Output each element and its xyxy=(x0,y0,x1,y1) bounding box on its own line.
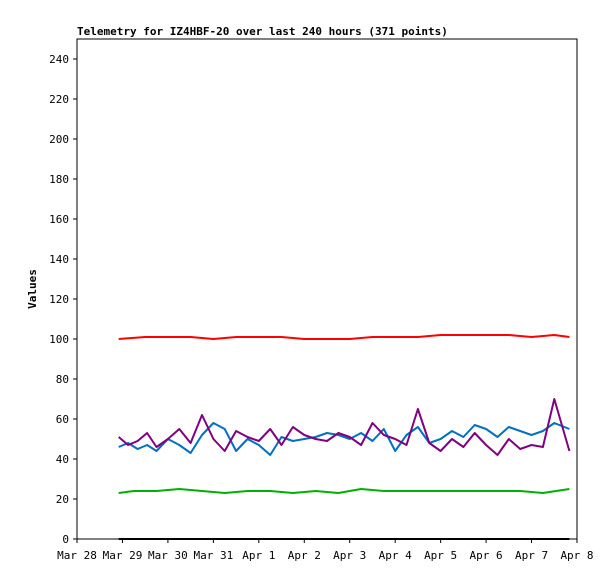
y-axis-label: Values xyxy=(26,269,39,309)
y-tick-label: 240 xyxy=(49,53,69,66)
y-tick-label: 160 xyxy=(49,213,69,226)
y-tick-label: 120 xyxy=(49,293,69,306)
x-tick-label: Mar 28 xyxy=(57,549,97,562)
x-tick-label: Apr 4 xyxy=(379,549,412,562)
x-tick-label: Apr 3 xyxy=(333,549,366,562)
y-tick-label: 180 xyxy=(49,173,69,186)
y-tick-label: 20 xyxy=(56,493,69,506)
y-tick-label: 140 xyxy=(49,253,69,266)
y-tick-label: 40 xyxy=(56,453,69,466)
series-layer xyxy=(118,334,571,540)
x-tick-label: Apr 8 xyxy=(560,549,593,562)
chart-title: Telemetry for IZ4HBF-20 over last 240 ho… xyxy=(77,25,448,38)
series-line-2 xyxy=(118,422,570,456)
y-tick-label: 80 xyxy=(56,373,69,386)
y-axis: 0 20 40 60 80 100 120 140 160 180 200 220 240 xyxy=(49,53,77,546)
series-line-4 xyxy=(118,488,570,494)
plot-frame xyxy=(76,38,578,540)
y-tick-label: 0 xyxy=(62,533,69,546)
x-tick-label: Apr 2 xyxy=(288,549,321,562)
y-tick-label: 60 xyxy=(56,413,69,426)
x-tick-label: Mar 30 xyxy=(148,549,188,562)
x-tick-label: Mar 29 xyxy=(103,549,143,562)
x-tick-label: Apr 6 xyxy=(470,549,503,562)
x-axis: Mar 28 Mar 29 Mar 30 Mar 31 Apr 1 Apr 2 Apr 3 A… xyxy=(57,539,594,562)
y-tick-label: 100 xyxy=(49,333,69,346)
y-tick-label: 200 xyxy=(49,133,69,146)
series-line-1 xyxy=(118,334,570,340)
x-tick-label: Apr 7 xyxy=(515,549,548,562)
x-tick-label: Apr 1 xyxy=(242,549,275,562)
x-tick-label: Apr 5 xyxy=(424,549,457,562)
series-line-3 xyxy=(118,398,571,456)
x-tick-label: Mar 31 xyxy=(193,549,233,562)
y-tick-label: 220 xyxy=(49,93,69,106)
